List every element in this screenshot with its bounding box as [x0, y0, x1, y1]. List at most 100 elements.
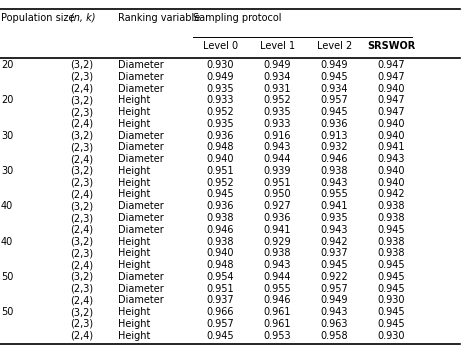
Text: 0.948: 0.948 [207, 260, 234, 270]
Text: (3,2): (3,2) [70, 95, 93, 105]
Text: 0.935: 0.935 [320, 213, 348, 223]
Text: Height: Height [118, 166, 150, 176]
Text: Sampling protocol: Sampling protocol [193, 13, 282, 22]
Text: 0.947: 0.947 [377, 60, 405, 70]
Text: 0.916: 0.916 [264, 131, 291, 141]
Text: Level 2: Level 2 [317, 41, 352, 51]
Text: 0.951: 0.951 [207, 166, 234, 176]
Text: 0.936: 0.936 [207, 201, 234, 211]
Text: Diameter: Diameter [118, 284, 164, 294]
Text: Diameter: Diameter [118, 143, 164, 152]
Text: 0.945: 0.945 [207, 190, 234, 199]
Text: 0.938: 0.938 [377, 201, 405, 211]
Text: 0.945: 0.945 [377, 307, 405, 317]
Text: 0.934: 0.934 [264, 72, 291, 82]
Text: 0.943: 0.943 [264, 260, 291, 270]
Text: 0.943: 0.943 [320, 307, 348, 317]
Text: 0.945: 0.945 [320, 107, 348, 117]
Text: 0.955: 0.955 [264, 284, 291, 294]
Text: 0.940: 0.940 [377, 119, 405, 129]
Text: 0.936: 0.936 [320, 119, 348, 129]
Text: (2,4): (2,4) [70, 260, 93, 270]
Text: (3,2): (3,2) [70, 237, 93, 246]
Text: 0.953: 0.953 [264, 331, 291, 341]
Text: 0.945: 0.945 [377, 272, 405, 282]
Text: 0.935: 0.935 [207, 84, 234, 93]
Text: (2,4): (2,4) [70, 331, 93, 341]
Text: (2,3): (2,3) [70, 178, 93, 188]
Text: 40: 40 [1, 237, 13, 246]
Text: 0.966: 0.966 [207, 307, 234, 317]
Text: Diameter: Diameter [118, 154, 164, 164]
Text: (2,3): (2,3) [70, 319, 93, 329]
Text: Height: Height [118, 119, 150, 129]
Text: 0.941: 0.941 [320, 201, 348, 211]
Text: (2,3): (2,3) [70, 107, 93, 117]
Text: 0.938: 0.938 [377, 237, 405, 246]
Text: 0.930: 0.930 [207, 60, 234, 70]
Text: 0.946: 0.946 [264, 296, 291, 305]
Text: 0.945: 0.945 [207, 331, 234, 341]
Text: 0.945: 0.945 [377, 319, 405, 329]
Text: (3,2): (3,2) [70, 272, 93, 282]
Text: 0.938: 0.938 [377, 213, 405, 223]
Text: 0.947: 0.947 [377, 107, 405, 117]
Text: (3,2): (3,2) [70, 60, 93, 70]
Text: (2,3): (2,3) [70, 284, 93, 294]
Text: (2,4): (2,4) [70, 119, 93, 129]
Text: 0.938: 0.938 [264, 249, 291, 258]
Text: 0.936: 0.936 [207, 131, 234, 141]
Text: 0.929: 0.929 [264, 237, 291, 246]
Text: 0.951: 0.951 [264, 178, 291, 188]
Text: Diameter: Diameter [118, 201, 164, 211]
Text: 20: 20 [1, 95, 13, 105]
Text: 0.961: 0.961 [264, 307, 291, 317]
Text: 0.963: 0.963 [320, 319, 348, 329]
Text: 0.947: 0.947 [377, 95, 405, 105]
Text: 0.940: 0.940 [377, 178, 405, 188]
Text: 0.946: 0.946 [320, 154, 348, 164]
Text: 0.938: 0.938 [207, 213, 234, 223]
Text: (2,3): (2,3) [70, 249, 93, 258]
Text: 0.957: 0.957 [207, 319, 234, 329]
Text: 0.951: 0.951 [207, 284, 234, 294]
Text: (2,4): (2,4) [70, 154, 93, 164]
Text: Height: Height [118, 107, 150, 117]
Text: (2,3): (2,3) [70, 213, 93, 223]
Text: 0.934: 0.934 [320, 84, 348, 93]
Text: (2,3): (2,3) [70, 72, 93, 82]
Text: (3,2): (3,2) [70, 166, 93, 176]
Text: Height: Height [118, 237, 150, 246]
Text: Height: Height [118, 331, 150, 341]
Text: 0.943: 0.943 [264, 143, 291, 152]
Text: 0.944: 0.944 [264, 272, 291, 282]
Text: (3,2): (3,2) [70, 201, 93, 211]
Text: 0.954: 0.954 [207, 272, 234, 282]
Text: Diameter: Diameter [118, 72, 164, 82]
Text: 0.940: 0.940 [207, 154, 234, 164]
Text: (2,4): (2,4) [70, 225, 93, 235]
Text: Level 0: Level 0 [203, 41, 238, 51]
Text: 0.945: 0.945 [377, 225, 405, 235]
Text: 0.944: 0.944 [264, 154, 291, 164]
Text: 0.930: 0.930 [377, 331, 405, 341]
Text: 0.940: 0.940 [377, 84, 405, 93]
Text: 0.949: 0.949 [320, 60, 348, 70]
Text: 0.940: 0.940 [377, 131, 405, 141]
Text: 0.935: 0.935 [264, 107, 291, 117]
Text: Diameter: Diameter [118, 296, 164, 305]
Text: 0.958: 0.958 [320, 331, 348, 341]
Text: Population size: Population size [1, 13, 74, 22]
Text: 0.938: 0.938 [320, 166, 348, 176]
Text: (2,4): (2,4) [70, 190, 93, 199]
Text: 50: 50 [1, 272, 13, 282]
Text: 0.949: 0.949 [320, 296, 348, 305]
Text: 0.952: 0.952 [264, 95, 291, 105]
Text: 0.927: 0.927 [264, 201, 291, 211]
Text: Height: Height [118, 178, 150, 188]
Text: 0.947: 0.947 [377, 72, 405, 82]
Text: 0.939: 0.939 [264, 166, 291, 176]
Text: SRSWOR: SRSWOR [367, 41, 415, 51]
Text: 0.950: 0.950 [264, 190, 291, 199]
Text: 0.948: 0.948 [207, 143, 234, 152]
